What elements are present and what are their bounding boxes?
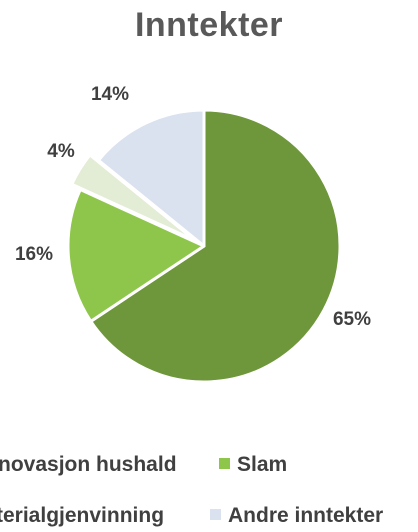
pie-slice-2 — [66, 188, 206, 323]
data-labels: 65% 16% 4% 14% — [15, 84, 371, 330]
pie-slices — [66, 108, 342, 384]
pie-slice-4 — [96, 108, 206, 248]
data-label-2: 16% — [15, 244, 53, 265]
legend-label-3: terialgjenvinning — [0, 504, 164, 527]
data-label-1: 65% — [333, 309, 371, 330]
pie-slice-1 — [89, 108, 342, 384]
legend-label-2: Slam — [237, 453, 287, 476]
legend-label-1: novasjon hushald — [0, 453, 177, 476]
data-label-3: 4% — [47, 141, 75, 162]
pie-slice-3 — [70, 153, 198, 243]
chart-title: Inntekter — [134, 6, 284, 44]
legend: novasjon hushald Slam terialgjenvinning And… — [0, 453, 383, 527]
legend-label-4: Andre inntekter — [228, 504, 383, 527]
legend-marker-2 — [219, 458, 230, 469]
data-label-4: 14% — [91, 84, 129, 105]
legend-marker-4 — [210, 509, 221, 520]
